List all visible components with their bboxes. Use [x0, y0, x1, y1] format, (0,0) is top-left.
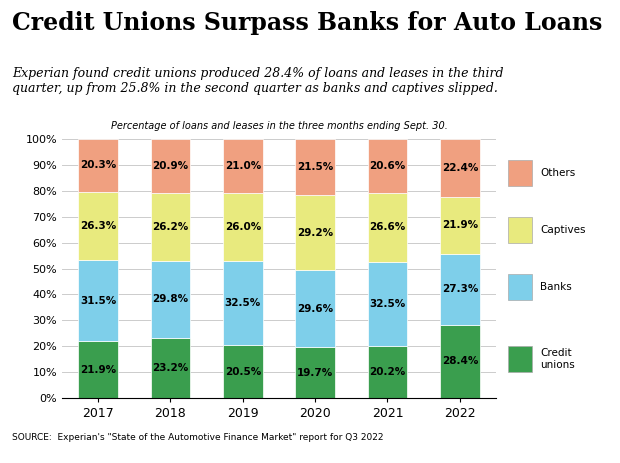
Bar	[78, 139, 118, 192]
Bar	[78, 192, 118, 260]
Text: Credit Unions Surpass Banks for Auto Loans: Credit Unions Surpass Banks for Auto Loa…	[12, 11, 603, 35]
Bar	[295, 270, 335, 347]
Bar	[151, 338, 190, 398]
Bar	[223, 139, 263, 194]
Bar	[440, 325, 480, 398]
Text: 27.3%: 27.3%	[441, 284, 478, 294]
Bar	[78, 341, 118, 398]
Text: SOURCE:  Experian's "State of the Automotive Finance Market" report for Q3 2022: SOURCE: Experian's "State of the Automot…	[12, 433, 384, 442]
Text: 21.9%: 21.9%	[442, 220, 478, 231]
Text: 28.4%: 28.4%	[441, 357, 478, 366]
Bar	[223, 345, 263, 398]
Text: 20.5%: 20.5%	[224, 367, 261, 376]
FancyBboxPatch shape	[508, 160, 531, 186]
Text: 22.4%: 22.4%	[441, 163, 478, 173]
Bar	[295, 139, 335, 194]
Text: 31.5%: 31.5%	[80, 295, 117, 306]
Bar	[368, 346, 407, 398]
Text: 26.6%: 26.6%	[370, 222, 405, 232]
Text: 26.2%: 26.2%	[153, 222, 188, 232]
Text: 29.2%: 29.2%	[297, 227, 333, 238]
Bar	[295, 347, 335, 398]
Text: 21.9%: 21.9%	[80, 365, 116, 375]
Text: 32.5%: 32.5%	[224, 298, 261, 308]
Text: Captives: Captives	[540, 225, 585, 235]
FancyBboxPatch shape	[508, 274, 531, 300]
FancyBboxPatch shape	[508, 346, 531, 372]
FancyBboxPatch shape	[508, 217, 531, 243]
Bar	[368, 139, 407, 193]
Bar	[223, 261, 263, 345]
Text: 20.2%: 20.2%	[370, 367, 405, 377]
Text: Banks: Banks	[540, 282, 572, 292]
Text: 20.3%: 20.3%	[80, 160, 117, 170]
Text: 20.9%: 20.9%	[153, 161, 188, 171]
Bar	[223, 194, 263, 261]
Bar	[151, 138, 190, 193]
Bar	[368, 193, 407, 262]
Bar	[440, 139, 480, 197]
Text: Experian found credit unions produced 28.4% of loans and leases in the third
qua: Experian found credit unions produced 28…	[12, 67, 504, 95]
Bar	[78, 260, 118, 341]
Bar	[440, 197, 480, 254]
Text: 21.5%: 21.5%	[297, 162, 334, 172]
Bar	[151, 193, 190, 261]
Text: Percentage of loans and leases in the three months ending Sept. 30.: Percentage of loans and leases in the th…	[110, 121, 448, 131]
Text: 20.6%: 20.6%	[370, 161, 405, 171]
Text: 26.3%: 26.3%	[80, 221, 117, 231]
Text: 21.0%: 21.0%	[224, 161, 261, 171]
Text: 29.8%: 29.8%	[153, 294, 188, 304]
Bar	[295, 194, 335, 270]
Text: 32.5%: 32.5%	[370, 299, 405, 309]
Bar	[368, 262, 407, 346]
Text: Others: Others	[540, 168, 575, 178]
Text: Credit
unions: Credit unions	[540, 349, 575, 370]
Text: 23.2%: 23.2%	[153, 363, 188, 373]
Text: 19.7%: 19.7%	[297, 368, 334, 378]
Bar	[440, 254, 480, 325]
Text: 26.0%: 26.0%	[224, 222, 261, 232]
Text: 29.6%: 29.6%	[297, 304, 333, 314]
Bar	[151, 261, 190, 338]
